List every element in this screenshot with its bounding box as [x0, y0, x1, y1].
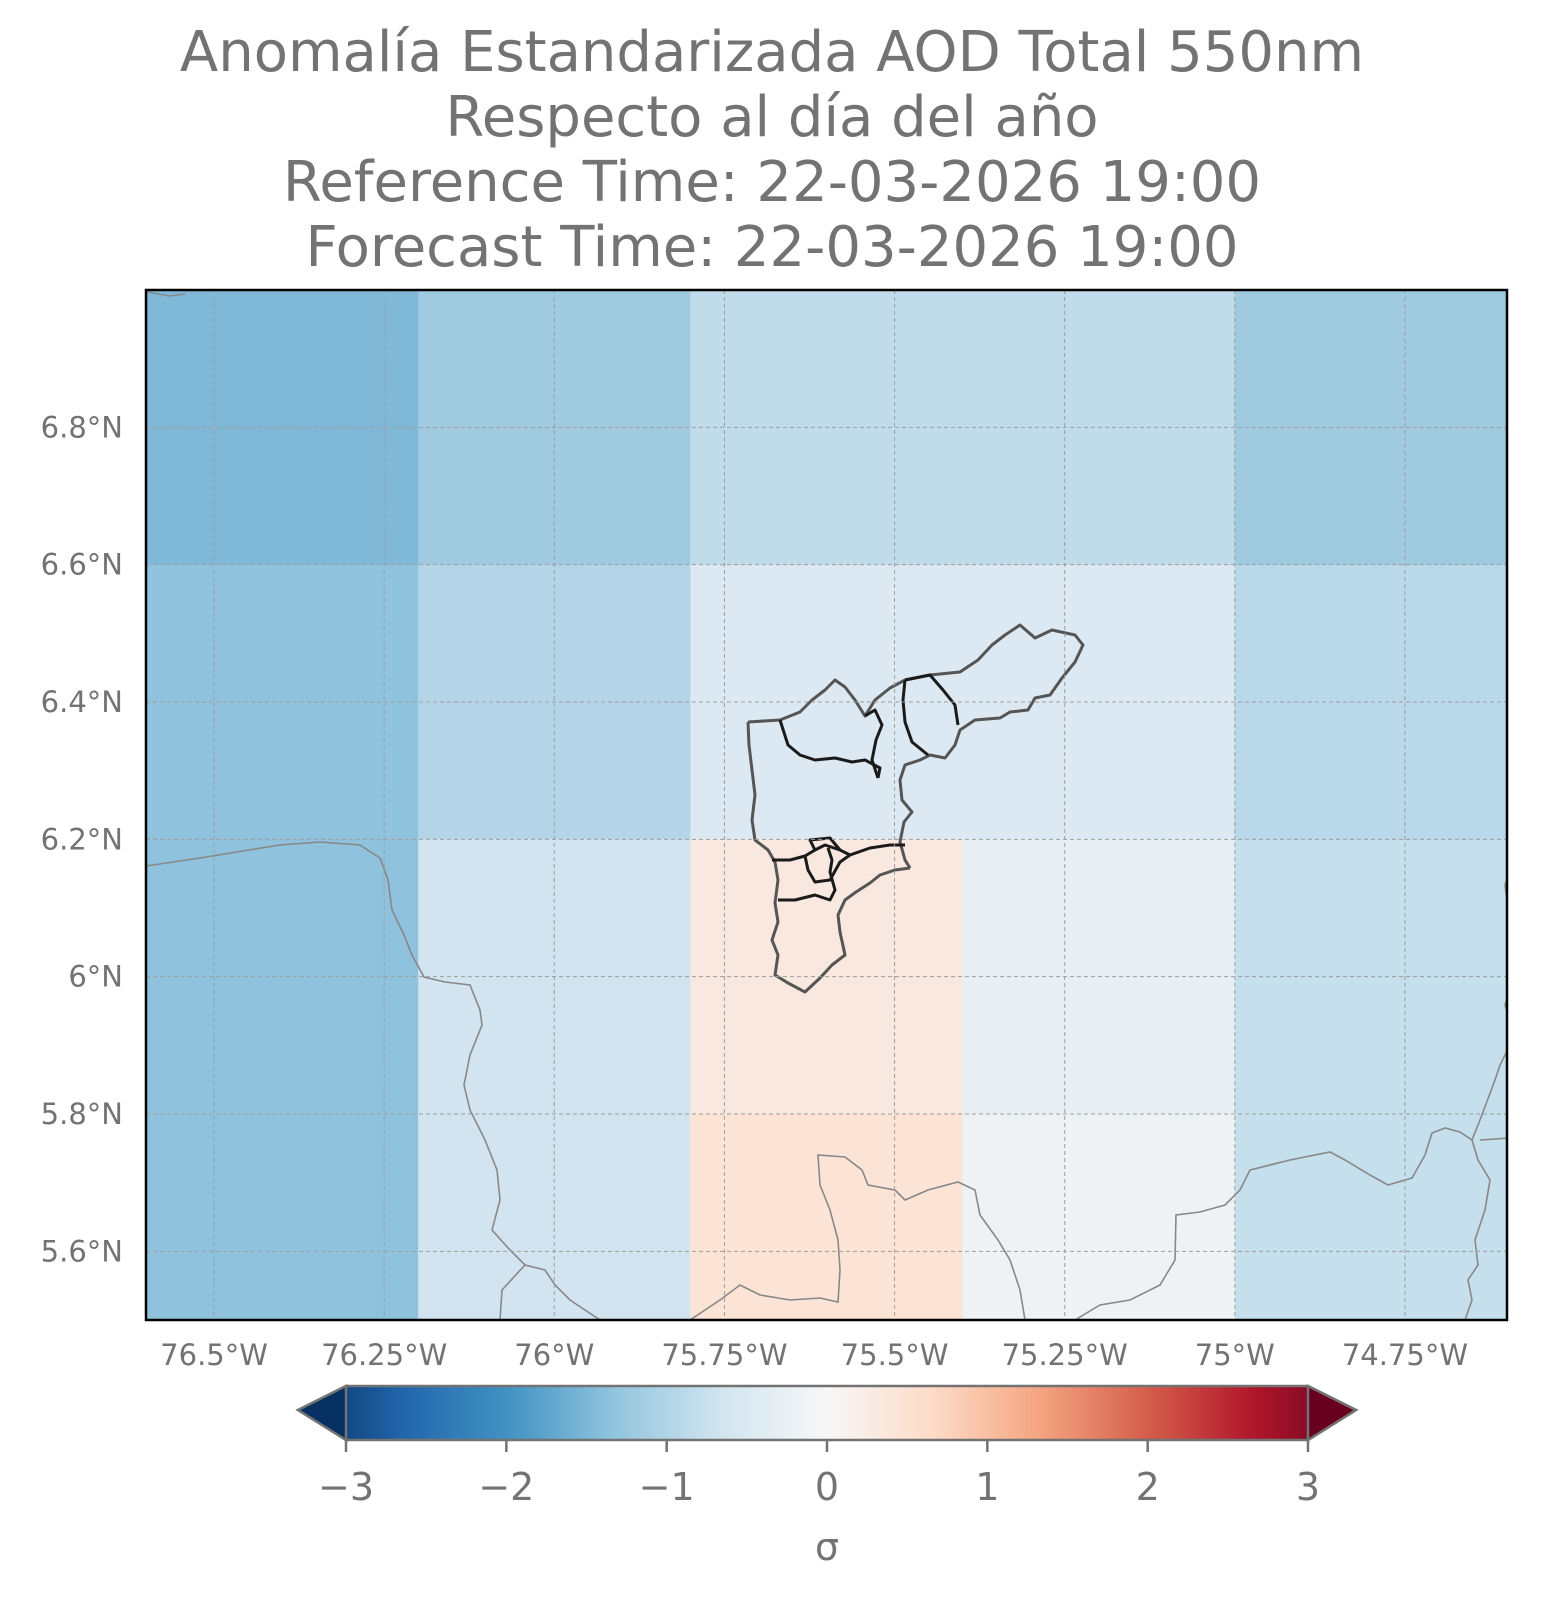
grid-cell: [418, 839, 691, 1320]
colorbar-tick-label: −2: [478, 1465, 534, 1509]
lat-tick-label: 6.4°N: [41, 685, 123, 719]
latitude-tick-labels: 5.6°N 5.8°N 6°N 6.2°N 6.4°N 6.6°N 6.8°N: [41, 410, 123, 1268]
lon-tick-label: 76°W: [514, 1338, 594, 1372]
lon-tick-label: 75.75°W: [661, 1338, 787, 1372]
title-line-1: Anomalía Estandarizada AOD Total 550nm: [179, 20, 1365, 85]
lat-tick-label: 6.2°N: [41, 822, 123, 856]
municipal-boundaries: [746, 623, 1085, 994]
lat-tick-label: 5.6°N: [41, 1234, 123, 1268]
lon-tick-label: 76.25°W: [321, 1338, 447, 1372]
coastline-and-borders: [146, 291, 1507, 1320]
lon-tick-label: 75.5°W: [841, 1338, 949, 1372]
inner-boundary-7: [803, 853, 851, 884]
lat-tick-label: 6°N: [68, 960, 123, 994]
outer-boundary-north: [747, 623, 1085, 869]
lat-tick-label: 5.8°N: [41, 1097, 123, 1131]
lat-tick-label: 6.8°N: [41, 410, 123, 444]
colorbar-tick-label: 2: [1136, 1465, 1160, 1509]
coastline: [146, 841, 601, 1320]
border-5: [1479, 1137, 1507, 1141]
anomaly-grid-cells: [146, 290, 1507, 1320]
grid-cell: [962, 1114, 1235, 1320]
grid-cell: [690, 1114, 963, 1320]
colorbar-ticks: −3 −2 −1 0 1 2 3: [318, 1440, 1320, 1509]
colorbar-tick-label: 3: [1296, 1465, 1320, 1509]
lon-tick-label: 75°W: [1195, 1338, 1275, 1372]
inner-boundary-5: [772, 843, 905, 862]
inner-boundary-4: [904, 673, 960, 726]
title-line-2: Respecto al día del año: [445, 85, 1099, 150]
inner-boundary-3: [901, 679, 929, 757]
border-4: [1464, 1139, 1491, 1320]
colorbar-tick-label: 0: [815, 1465, 839, 1509]
longitude-tick-labels: 76.5°W 76.25°W 76°W 75.75°W 75.5°W 75.25°W 75°…: [160, 1338, 1468, 1372]
map-area: 76.5°W 76.25°W 76°W 75.75°W 75.5°W 75.25°W 75°…: [41, 288, 1509, 1372]
colorbar-tick-label: 1: [975, 1465, 999, 1509]
lon-tick-label: 75.25°W: [1002, 1338, 1128, 1372]
title-line-4: Forecast Time: 22-03-2026 19:00: [305, 215, 1239, 280]
lon-tick-label: 76.5°W: [160, 1338, 268, 1372]
graticule: [146, 290, 1507, 1320]
inner-boundary-6: [778, 847, 837, 902]
colorbar-extend-high: [1306, 1383, 1359, 1443]
colorbar-tick-label: −3: [318, 1465, 374, 1509]
colorbar: −3 −2 −1 0 1 2 3 σ: [295, 1383, 1359, 1569]
map-title: Anomalía Estandarizada AOD Total 550nm R…: [0, 20, 1544, 280]
inner-boundary-2: [864, 708, 884, 779]
colorbar-tick-label: −1: [639, 1465, 695, 1509]
outer-boundary-west: [746, 721, 911, 994]
border-2: [689, 1154, 1026, 1320]
border-7: [146, 291, 186, 297]
grid-cell: [1234, 839, 1507, 1320]
map-frame: [144, 288, 1509, 1322]
colorbar-label: σ: [815, 1525, 839, 1569]
title-line-3: Reference Time: 22-03-2026 19:00: [282, 150, 1262, 215]
colorbar-body: [295, 1384, 1359, 1442]
colorbar-extend-low: [295, 1383, 348, 1443]
grid-cell: [146, 839, 419, 1320]
lat-tick-label: 6.6°N: [41, 548, 123, 582]
border-1: [499, 1264, 526, 1320]
lon-tick-label: 74.75°W: [1342, 1338, 1468, 1372]
